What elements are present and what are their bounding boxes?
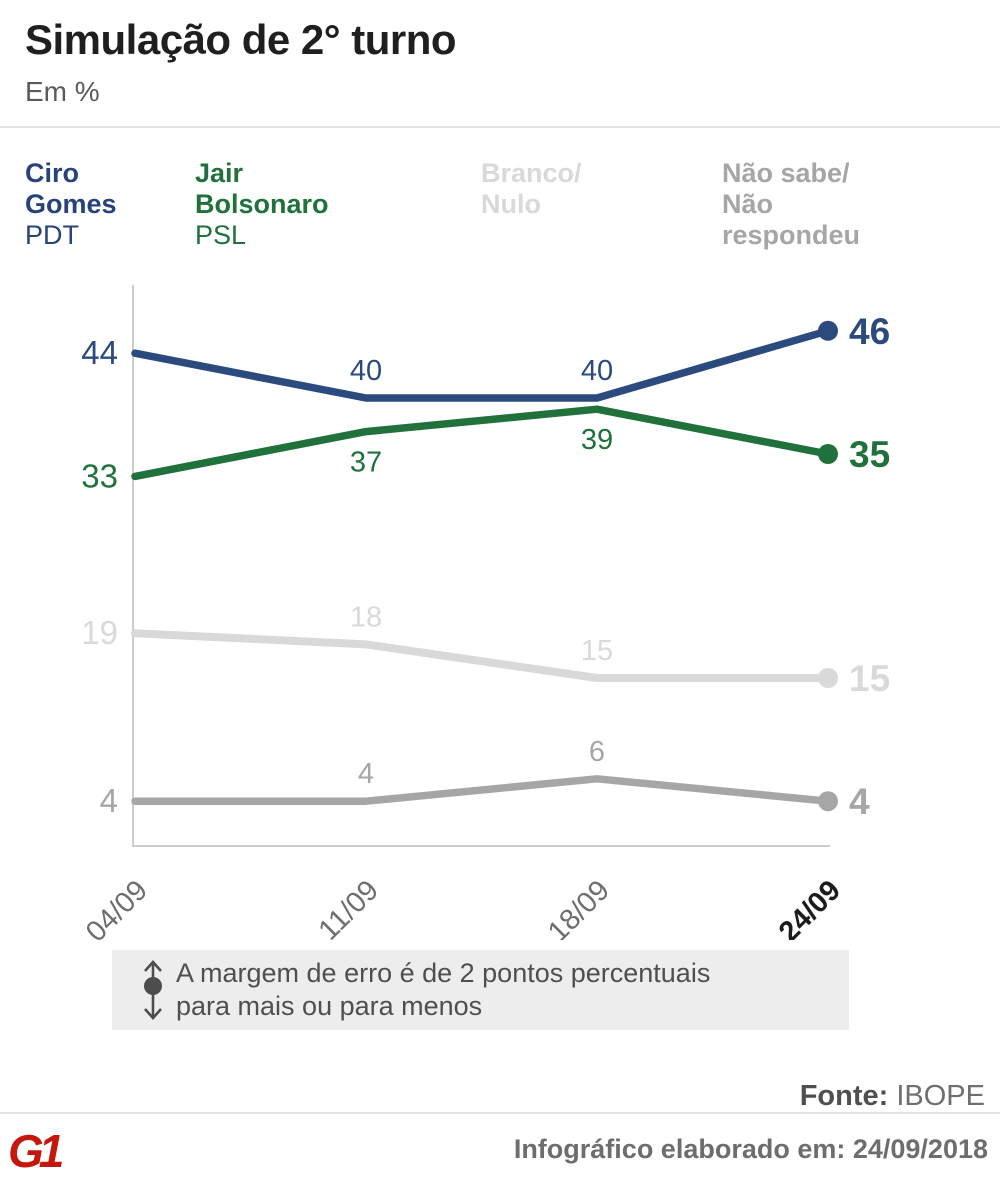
legend-name: Ciro Gomes <box>25 158 117 219</box>
legend-name: Branco/Nulo <box>481 158 582 219</box>
x-tick-label: 11/09 <box>313 874 385 940</box>
value-label: 19 <box>81 614 118 651</box>
page-title: Simulação de 2° turno <box>25 16 457 63</box>
value-label: 40 <box>350 355 382 387</box>
source-label: Fonte: <box>799 1080 889 1112</box>
error-margin-icon <box>136 958 170 1022</box>
value-label-end: 46 <box>849 311 890 352</box>
divider <box>0 126 1000 128</box>
value-label-end: 35 <box>849 434 890 475</box>
footer-caption: Infográfico elaborado em: 24/09/2018 <box>513 1134 988 1164</box>
value-label: 44 <box>81 334 118 371</box>
value-label-end: 15 <box>849 658 890 699</box>
margin-of-error-text: A margem de erro é de 2 pontos percentua… <box>176 957 710 1023</box>
legend-item-2: Branco/Nulo <box>481 158 582 220</box>
series-endpoint-3 <box>818 791 838 812</box>
source-value: IBOPE <box>896 1080 985 1112</box>
value-label: 4 <box>358 758 374 790</box>
legend-item-3: Não sabe/Não respondeu <box>722 158 860 251</box>
x-tick-label: 18/09 <box>542 874 616 940</box>
series-endpoint-0 <box>818 320 838 341</box>
legend-item-1: Jair Bolsonaro PSL <box>195 158 329 251</box>
legend-party: PSL <box>195 220 247 250</box>
series-line-0 <box>131 327 832 402</box>
legend-party: PDT <box>25 220 79 250</box>
page-subtitle: Em % <box>25 76 100 107</box>
value-label: 6 <box>589 736 605 768</box>
legend-item-0: Ciro Gomes PDT <box>25 158 117 251</box>
value-label-end: 4 <box>849 781 870 822</box>
series-endpoint-2 <box>818 668 838 688</box>
value-label: 33 <box>81 457 118 494</box>
legend-name: Jair Bolsonaro <box>195 158 329 219</box>
note-line-2: para mais ou para menos <box>176 991 483 1021</box>
g1-logo: G1 <box>8 1125 64 1177</box>
value-label: 15 <box>581 635 613 667</box>
footer-bar: G1 Infográfico elaborado em: 24/09/2018 <box>0 1112 1000 1192</box>
series-line-3 <box>131 775 832 805</box>
value-label: 40 <box>581 355 613 387</box>
series-line-2 <box>131 629 832 682</box>
value-label: 4 <box>100 782 118 819</box>
series-endpoint-1 <box>818 444 838 464</box>
note-line-1: A margem de erro é de 2 pontos percentua… <box>176 958 711 988</box>
series-line-1 <box>131 405 832 481</box>
x-tick-label: 04/09 <box>80 874 154 940</box>
value-label: 18 <box>350 601 382 633</box>
margin-of-error-note: A margem de erro é de 2 pontos percentua… <box>112 950 849 1030</box>
x-tick-label: 24/09 <box>773 874 847 940</box>
value-label: 39 <box>581 424 613 456</box>
source-line: Fonte: IBOPE <box>800 1080 985 1113</box>
legend-name: Não sabe/Não respondeu <box>722 158 861 250</box>
value-label: 37 <box>350 447 382 479</box>
